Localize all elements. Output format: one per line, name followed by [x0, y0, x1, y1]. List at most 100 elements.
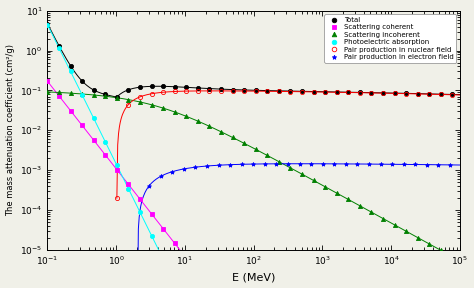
Scattering incoherent: [56, 91, 62, 94]
Pair production in electron field: [262, 162, 268, 166]
Scattering incoherent: [68, 91, 73, 95]
Total: [218, 87, 224, 91]
Pair production in electron field: [343, 162, 349, 166]
Scattering incoherent: [346, 198, 351, 201]
Scattering incoherent: [114, 96, 120, 99]
Total: [276, 89, 282, 92]
Total: [79, 79, 85, 83]
Scattering incoherent: [126, 98, 131, 101]
Photoelectric absorption: [114, 164, 120, 167]
Pair production in nuclear field: [450, 93, 456, 96]
Scattering coherent: [45, 79, 50, 83]
Pair production in nuclear field: [380, 91, 386, 95]
Pair production in nuclear field: [357, 91, 363, 94]
Scattering incoherent: [149, 103, 155, 107]
Total: [241, 88, 247, 92]
Pair production in nuclear field: [369, 91, 374, 95]
Pair production in nuclear field: [230, 89, 236, 93]
Scattering incoherent: [450, 255, 456, 258]
Pair production in nuclear field: [276, 90, 282, 93]
Pair production in electron field: [158, 175, 164, 178]
Pair production in nuclear field: [311, 90, 317, 94]
Scattering incoherent: [380, 217, 386, 220]
Photoelectric absorption: [91, 117, 97, 120]
Pair production in nuclear field: [218, 89, 224, 93]
Scattering incoherent: [172, 110, 178, 114]
Scattering incoherent: [264, 154, 270, 157]
Pair production in nuclear field: [160, 90, 166, 94]
Pair production in nuclear field: [334, 90, 339, 94]
Photoelectric absorption: [172, 281, 178, 284]
Total: [380, 91, 386, 94]
Pair production in nuclear field: [322, 90, 328, 94]
Pair production in nuclear field: [114, 196, 120, 200]
Pair production in electron field: [447, 163, 453, 167]
Total: [299, 90, 305, 93]
Pair production in nuclear field: [299, 90, 305, 93]
Pair production in electron field: [424, 163, 430, 166]
Scattering incoherent: [276, 160, 282, 163]
Pair production in nuclear field: [427, 92, 432, 96]
Pair production in nuclear field: [253, 89, 259, 93]
Scattering incoherent: [322, 185, 328, 189]
Photoelectric absorption: [79, 93, 85, 97]
Scattering incoherent: [403, 230, 409, 233]
Scattering incoherent: [253, 148, 259, 151]
Total: [392, 91, 398, 95]
Total: [102, 93, 108, 96]
Scattering coherent: [149, 212, 155, 216]
Pair production in nuclear field: [288, 90, 293, 93]
Pair production in electron field: [204, 164, 210, 168]
Total: [253, 89, 259, 92]
Pair production in electron field: [331, 162, 337, 166]
Scattering coherent: [195, 271, 201, 274]
Line: Pair production in electron field: Pair production in electron field: [136, 162, 452, 288]
Scattering coherent: [172, 242, 178, 245]
Total: [403, 92, 409, 95]
Total: [149, 85, 155, 88]
Pair production in nuclear field: [264, 90, 270, 93]
Total: [114, 95, 120, 99]
Pair production in electron field: [273, 162, 279, 166]
Total: [427, 92, 432, 96]
Pair production in electron field: [366, 162, 372, 166]
Scattering coherent: [137, 198, 143, 201]
Pair production in electron field: [146, 184, 152, 187]
Pair production in electron field: [285, 162, 291, 166]
Photoelectric absorption: [149, 234, 155, 237]
Scattering coherent: [102, 153, 108, 157]
Scattering incoherent: [183, 115, 189, 118]
Photoelectric absorption: [56, 46, 62, 50]
Scattering coherent: [183, 256, 189, 260]
Scattering coherent: [79, 124, 85, 127]
Pair production in nuclear field: [346, 91, 351, 94]
Scattering incoherent: [91, 93, 97, 97]
Total: [195, 86, 201, 90]
Line: Photoelectric absorption: Photoelectric absorption: [46, 22, 455, 288]
Pair production in electron field: [308, 162, 314, 166]
Total: [207, 87, 212, 90]
Total: [45, 22, 50, 25]
Scattering coherent: [126, 183, 131, 186]
Pair production in nuclear field: [415, 92, 420, 96]
Total: [438, 92, 444, 96]
Line: Pair production in nuclear field: Pair production in nuclear field: [115, 89, 455, 200]
Total: [346, 90, 351, 94]
Y-axis label: The mass attenuation coefficient (cm²/g): The mass attenuation coefficient (cm²/g): [6, 44, 15, 216]
Scattering incoherent: [427, 242, 432, 246]
Pair production in electron field: [181, 167, 187, 171]
Pair production in nuclear field: [195, 89, 201, 93]
Scattering incoherent: [334, 192, 339, 195]
Scattering coherent: [91, 139, 97, 142]
Pair production in electron field: [355, 162, 360, 166]
X-axis label: E (MeV): E (MeV): [232, 272, 275, 283]
Total: [369, 91, 374, 94]
Pair production in electron field: [239, 162, 245, 166]
Scattering incoherent: [79, 92, 85, 96]
Scattering incoherent: [160, 106, 166, 110]
Scattering coherent: [114, 168, 120, 171]
Pair production in electron field: [297, 162, 302, 166]
Photoelectric absorption: [102, 140, 108, 144]
Pair production in electron field: [169, 170, 175, 173]
Photoelectric absorption: [126, 187, 131, 190]
